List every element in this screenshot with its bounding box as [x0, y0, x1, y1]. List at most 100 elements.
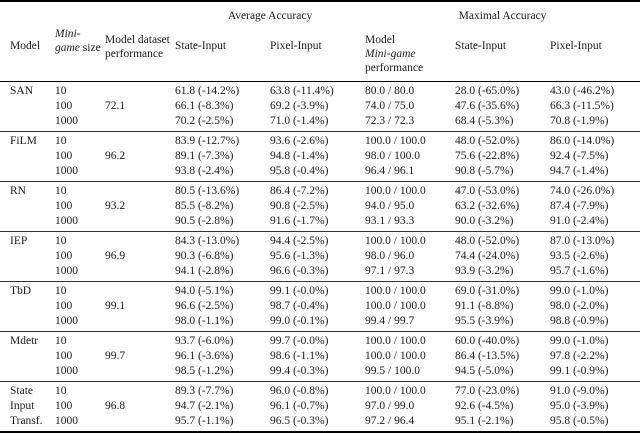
- group-header-maximal-accuracy: Maximal Accuracy: [458, 10, 547, 22]
- minigame-size-cell: 1000: [55, 315, 78, 327]
- col-header-avg-state-input: State-Input: [175, 40, 227, 52]
- avg-state-input-cell: 70.2 (-2.5%): [175, 115, 234, 127]
- table-row: IEP 10 84.3 (-13.0%) 94.4 (-2.5%) 100.0 / 10…: [0, 232, 640, 250]
- avg-state-input-cell: 61.8 (-14.2%): [175, 85, 240, 97]
- dataset-performance-cell: [105, 382, 175, 400]
- minigame-size-cell: 1000: [55, 165, 78, 177]
- max-state-input-cell: 95.1 (-2.1%): [455, 415, 514, 427]
- col-header-avg-pixel-input: Pixel-Input: [270, 40, 322, 52]
- max-pixel-input-cell: 91.0 (-9.0%): [550, 385, 609, 397]
- max-state-input-cell: 77.0 (-23.0%): [455, 385, 520, 397]
- minigame-size-cell: 1000: [55, 265, 78, 277]
- col-header-max-model-performance-italic: Mini-game: [365, 48, 416, 60]
- col-header-max-model-performance: Model Mini-game performance: [365, 27, 455, 82]
- dataset-performance-cell: [105, 214, 175, 232]
- table-row: 100 99.1 96.6 (-2.5%) 98.7 (-0.4%) 100.0 / 1…: [0, 299, 640, 314]
- avg-state-input-cell: 89.1 (-7.3%): [175, 150, 234, 162]
- avg-pixel-input-cell: 71.0 (-1.4%): [270, 115, 329, 127]
- table-row: State 10 89.3 (-7.7%) 96.0 (-0.8%) 100.0 / 1…: [0, 382, 640, 400]
- model-name-cell: Mdetr: [10, 335, 39, 347]
- model-name-cell: [0, 349, 55, 364]
- col-header-minigame-size: Mini-game size: [55, 27, 105, 82]
- dataset-performance-cell: [105, 132, 175, 150]
- avg-pixel-input-cell: 63.8 (-11.4%): [270, 85, 334, 97]
- max-model-performance-cell: 100.0 / 100.0: [365, 285, 426, 297]
- avg-state-input-cell: 93.7 (-6.0%): [175, 335, 234, 347]
- max-state-input-cell: 69.0 (-31.0%): [455, 285, 520, 297]
- model-name-cell: IEP: [10, 235, 28, 247]
- model-block: Mdetr 10 93.7 (-6.0%) 99.7 (-0.0%) 100.0 / 1…: [0, 331, 640, 382]
- max-state-input-cell: 94.5 (-5.0%): [455, 365, 514, 377]
- avg-pixel-input-cell: 86.4 (-7.2%): [270, 185, 329, 197]
- dataset-performance-cell: 93.2: [105, 200, 126, 212]
- minigame-size-cell: 10: [55, 385, 67, 397]
- avg-pixel-input-cell: 98.6 (-1.1%): [270, 350, 329, 362]
- max-pixel-input-cell: 99.0 (-1.0%): [550, 335, 609, 347]
- avg-pixel-input-cell: 96.5 (-0.3%): [270, 415, 329, 427]
- dataset-performance-cell: [105, 232, 175, 250]
- avg-pixel-input-cell: 94.4 (-2.5%): [270, 235, 329, 247]
- minigame-size-cell: 10: [55, 135, 67, 147]
- model-name-cell: [0, 249, 55, 264]
- avg-state-input-cell: 93.8 (-2.4%): [175, 165, 234, 177]
- avg-pixel-input-cell: 93.6 (-2.6%): [270, 135, 329, 147]
- dataset-performance-cell: [105, 314, 175, 332]
- max-model-performance-cell: 100.0 / 100.0: [365, 335, 426, 347]
- max-state-input-cell: 48.0 (-52.0%): [455, 135, 520, 147]
- table-row: Transf. 1000 95.7 (-1.1%) 96.5 (-0.3%) 97.2 …: [0, 414, 640, 432]
- dataset-performance-cell: [105, 364, 175, 382]
- model-name-cell: RN: [10, 185, 26, 197]
- max-model-performance-cell: 94.0 / 95.0: [365, 200, 415, 212]
- minigame-size-cell: 1000: [55, 215, 78, 227]
- table-row: TbD 10 94.0 (-5.1%) 99.1 (-0.0%) 100.0 / 100…: [0, 282, 640, 300]
- max-pixel-input-cell: 43.0 (-46.2%): [550, 85, 615, 97]
- avg-pixel-input-cell: 96.0 (-0.8%): [270, 385, 329, 397]
- group-header-row: Average Accuracy Maximal Accuracy: [0, 1, 640, 27]
- max-pixel-input-cell: 92.4 (-7.5%): [550, 150, 609, 162]
- dataset-performance-cell: [105, 164, 175, 182]
- model-name-cell: [0, 114, 55, 132]
- avg-state-input-cell: 89.3 (-7.7%): [175, 385, 234, 397]
- model-block: SAN 10 61.8 (-14.2%) 63.8 (-11.4%) 80.0 / 80…: [0, 81, 640, 132]
- table-row: 1000 70.2 (-2.5%) 71.0 (-1.4%) 72.3 / 72.3 6…: [0, 114, 640, 132]
- model-name-cell: State: [10, 385, 33, 397]
- avg-pixel-input-cell: 96.6 (-0.3%): [270, 265, 329, 277]
- max-pixel-input-cell: 98.0 (-2.0%): [550, 300, 609, 312]
- avg-pixel-input-cell: 99.4 (-0.3%): [270, 365, 329, 377]
- model-name-cell: [0, 214, 55, 232]
- max-pixel-input-cell: 99.1 (-0.9%): [550, 365, 609, 377]
- col-header-minigame-size-italic: Mini-game: [55, 28, 81, 54]
- max-model-performance-cell: 97.1 / 97.3: [365, 265, 415, 277]
- dataset-performance-cell: [105, 114, 175, 132]
- max-pixel-input-cell: 94.7 (-1.4%): [550, 165, 609, 177]
- avg-state-input-cell: 98.0 (-1.1%): [175, 315, 234, 327]
- max-pixel-input-cell: 95.8 (-0.5%): [550, 415, 609, 427]
- avg-state-input-cell: 90.5 (-2.8%): [175, 215, 234, 227]
- dataset-performance-cell: 96.9: [105, 250, 126, 262]
- max-state-input-cell: 63.2 (-32.6%): [455, 200, 520, 212]
- col-header-max-model-performance-line3: performance: [365, 62, 424, 74]
- max-state-input-cell: 74.4 (-24.0%): [455, 250, 520, 262]
- max-state-input-cell: 60.0 (-40.0%): [455, 335, 520, 347]
- table-row: 1000 94.1 (-2.8%) 96.6 (-0.3%) 97.1 / 97.3 9…: [0, 264, 640, 282]
- dataset-performance-cell: 96.2: [105, 150, 126, 162]
- model-name-cell: [0, 299, 55, 314]
- avg-pixel-input-cell: 69.2 (-3.9%): [270, 100, 329, 112]
- max-pixel-input-cell: 66.3 (-11.5%): [550, 100, 614, 112]
- max-model-performance-cell: 100.0 / 100.0: [365, 385, 426, 397]
- col-header-max-model-performance-line1: Model: [365, 34, 396, 46]
- max-model-performance-cell: 98.0 / 100.0: [365, 150, 420, 162]
- table-row: 1000 98.0 (-1.1%) 99.0 (-0.1%) 99.4 / 99.7 9…: [0, 314, 640, 332]
- avg-pixel-input-cell: 91.6 (-1.7%): [270, 215, 329, 227]
- max-state-input-cell: 47.6 (-35.6%): [455, 100, 520, 112]
- max-pixel-input-cell: 99.0 (-1.0%): [550, 285, 609, 297]
- dataset-performance-cell: 72.1: [105, 100, 126, 112]
- minigame-size-cell: 100: [55, 350, 73, 362]
- avg-state-input-cell: 96.1 (-3.6%): [175, 350, 234, 362]
- model-name-cell: [0, 99, 55, 114]
- col-header-max-state-input: State-Input: [455, 40, 507, 52]
- max-state-input-cell: 48.0 (-52.0%): [455, 235, 520, 247]
- max-pixel-input-cell: 74.0 (-26.0%): [550, 185, 615, 197]
- model-name-cell: [0, 164, 55, 182]
